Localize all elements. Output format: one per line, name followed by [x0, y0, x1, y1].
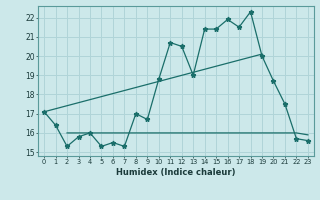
X-axis label: Humidex (Indice chaleur): Humidex (Indice chaleur)	[116, 168, 236, 177]
